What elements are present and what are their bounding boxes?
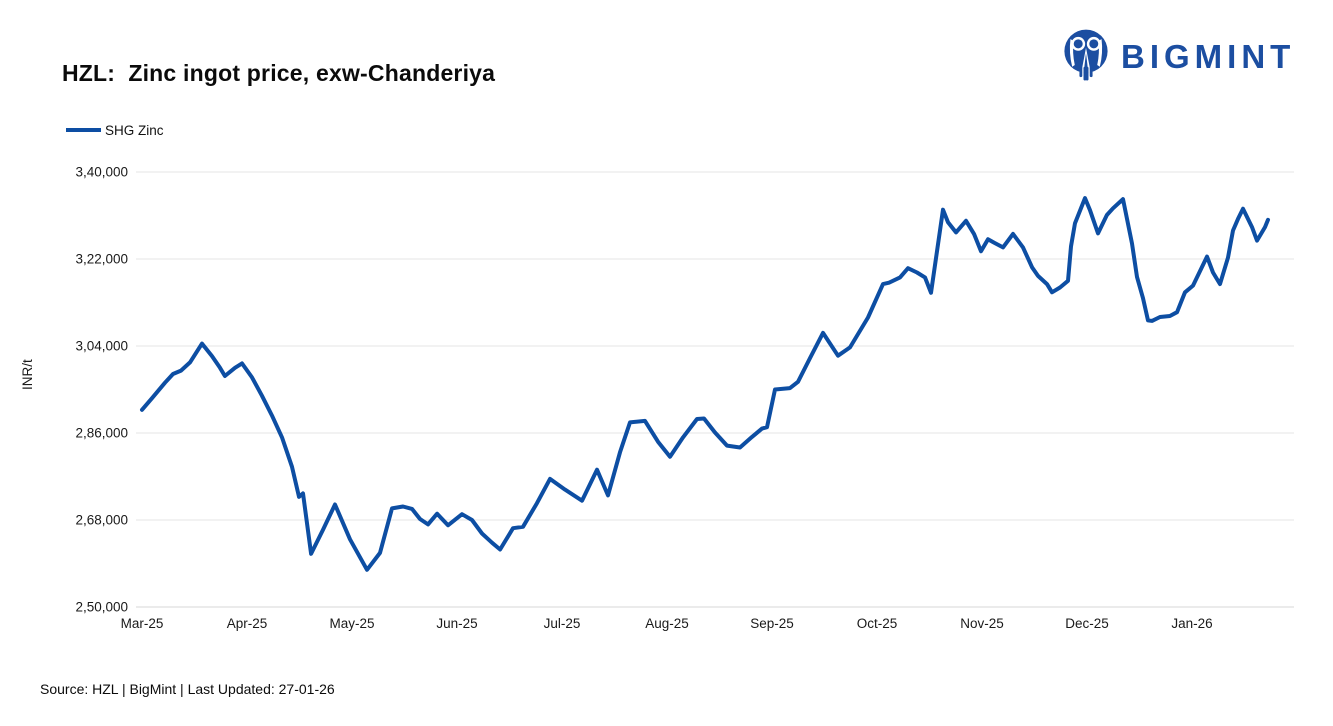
x-tick-label: Oct-25 (857, 616, 898, 631)
bigmint-logo-icon (1064, 29, 1108, 81)
y-tick-label: 2,68,000 (75, 513, 128, 528)
x-tick-label: Jun-25 (436, 616, 477, 631)
legend-line-swatch (66, 128, 101, 132)
x-tick-label: Nov-25 (960, 616, 1004, 631)
x-tick-label: Sep-25 (750, 616, 794, 631)
x-tick-label: Apr-25 (227, 616, 268, 631)
y-tick-label: 2,50,000 (75, 600, 128, 615)
x-tick-label: Jan-26 (1171, 616, 1212, 631)
bigmint-logo-text: BIGMINT (1121, 37, 1296, 75)
x-tick-label: May-25 (329, 616, 374, 631)
bigmint-logo: BIGMINT (1060, 27, 1295, 84)
x-tick-label: Mar-25 (121, 616, 164, 631)
y-tick-label: 3,04,000 (75, 339, 128, 354)
y-tick-label: 3,22,000 (75, 252, 128, 267)
x-tick-label: Aug-25 (645, 616, 689, 631)
x-tick-label: Dec-25 (1065, 616, 1109, 631)
x-tick-label: Jul-25 (544, 616, 581, 631)
shg-zinc-price-line (140, 196, 1270, 572)
chart-title: HZL: Zinc ingot price, exw-Chanderiya (62, 60, 496, 86)
y-tick-label: 2,86,000 (75, 426, 128, 441)
y-tick-label: 3,40,000 (75, 165, 128, 180)
legend: SHG Zinc (66, 122, 164, 138)
legend-label: SHG Zinc (105, 122, 164, 138)
source-note: Source: HZL | BigMint | Last Updated: 27… (40, 681, 335, 697)
